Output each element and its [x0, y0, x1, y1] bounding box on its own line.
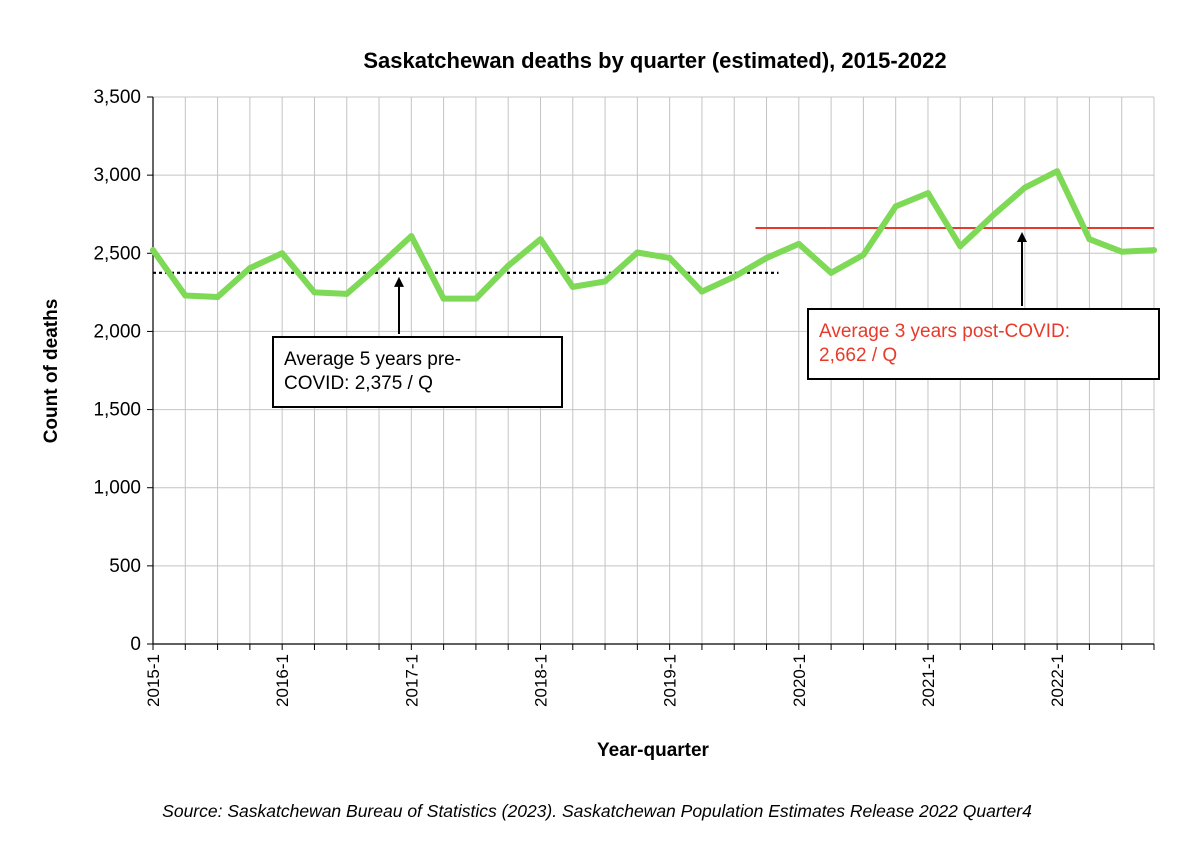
x-tick-label: 2016-1 — [273, 654, 292, 707]
data-point — [569, 283, 576, 290]
y-tick-label: 1,000 — [93, 478, 141, 499]
data-point — [214, 294, 221, 301]
data-point — [1151, 247, 1157, 254]
reference-lines — [153, 226, 1154, 274]
x-tick-label: 2017-1 — [402, 654, 421, 707]
annotations: Average 5 years pre- COVID: 2,375 / Q Aver… — [272, 231, 1160, 408]
y-tick-label: 1,500 — [93, 400, 141, 421]
data-point — [634, 249, 641, 256]
y-axis-title: Count of deaths — [41, 299, 62, 444]
data-point — [1054, 168, 1061, 175]
y-tick-labels: 0 500 1,000 1,500 2,000 2,500 3,000 3,500 — [93, 87, 141, 655]
y-tick-label: 0 — [130, 634, 141, 655]
axes — [147, 96, 1155, 650]
data-point — [472, 295, 479, 302]
pre-covid-arrow-head — [394, 276, 404, 287]
data-point — [440, 295, 447, 302]
data-point — [343, 290, 350, 297]
x-tick-label: 2020-1 — [790, 654, 809, 707]
pre-covid-annotation-box — [272, 336, 563, 408]
data-point — [376, 262, 383, 269]
data-point — [924, 190, 931, 197]
y-tick-label: 2,500 — [93, 243, 141, 264]
data-point — [246, 265, 253, 272]
x-tick-label: 2021-1 — [919, 654, 938, 707]
x-axis-title: Year-quarter — [597, 740, 710, 761]
data-point — [505, 262, 512, 269]
x-tick-label: 2022-1 — [1048, 654, 1067, 707]
y-tick-label: 3,500 — [93, 87, 141, 108]
post-covid-annotation-box — [807, 308, 1160, 380]
data-point — [795, 240, 802, 247]
data-point — [892, 203, 899, 210]
data-point — [698, 288, 705, 295]
pre-covid-annotation-text: Average 5 years pre- — [284, 349, 461, 370]
data-point — [537, 236, 544, 243]
post-covid-annotation-text: 2,662 / Q — [819, 345, 897, 366]
series-line — [150, 168, 1157, 302]
data-point — [860, 251, 867, 258]
source-note: Source: Saskatchewan Bureau of Statistic… — [162, 801, 1032, 821]
pre-covid-annotation-text: COVID: 2,375 / Q — [284, 373, 433, 394]
data-point — [1086, 236, 1093, 243]
data-point — [279, 250, 286, 257]
x-tick-label: 2015-1 — [144, 654, 163, 707]
data-point — [1021, 184, 1028, 191]
data-point — [989, 212, 996, 219]
data-point — [311, 289, 318, 296]
y-tick-label: 3,000 — [93, 165, 141, 186]
data-point — [957, 243, 964, 250]
data-point — [182, 292, 189, 299]
data-point — [602, 278, 609, 285]
y-tick-label: 500 — [109, 556, 141, 577]
x-tick-labels: 2015-1 2016-1 2017-1 2018-1 2019-1 2020-1 2021… — [144, 654, 1067, 707]
data-point — [150, 247, 156, 254]
chart-title: Saskatchewan deaths by quarter (estimate… — [363, 48, 946, 73]
series — [150, 168, 1157, 302]
x-tick-label: 2019-1 — [661, 654, 680, 707]
data-point — [731, 273, 738, 280]
post-covid-arrow-head — [1017, 231, 1027, 242]
data-point — [1118, 248, 1125, 255]
x-tick-label: 2018-1 — [531, 654, 550, 707]
data-point — [408, 233, 415, 240]
post-covid-annotation-text: Average 3 years post-COVID: — [819, 321, 1070, 342]
y-tick-label: 2,000 — [93, 321, 141, 342]
data-point — [828, 269, 835, 276]
data-point — [666, 254, 673, 261]
data-point — [763, 254, 770, 261]
